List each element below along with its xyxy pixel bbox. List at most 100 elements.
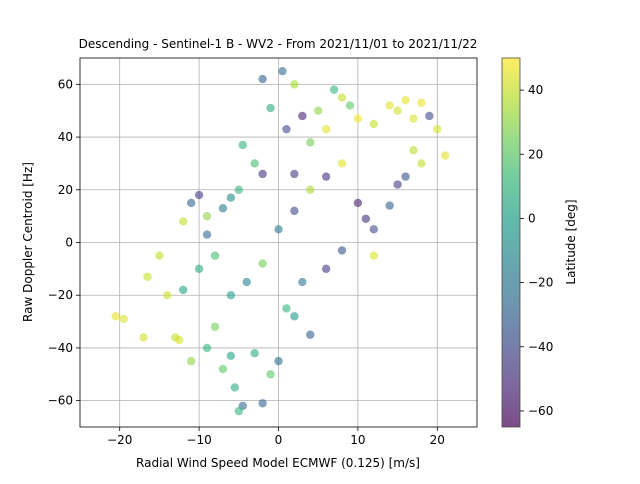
data-point <box>345 101 355 110</box>
data-point <box>321 124 331 134</box>
colorbar-label: Latitude [deg] <box>564 199 578 284</box>
data-point <box>155 251 164 260</box>
data-point <box>393 180 402 189</box>
y-tick-label: 40 <box>58 130 73 144</box>
y-tick-label: −40 <box>48 341 73 355</box>
data-point <box>202 230 212 239</box>
data-point <box>337 159 347 168</box>
data-point <box>401 95 410 105</box>
data-point <box>329 85 339 94</box>
data-point <box>250 349 259 358</box>
data-point <box>274 356 283 366</box>
x-tick-label: 20 <box>430 433 445 447</box>
data-point <box>258 399 267 408</box>
data-point <box>238 140 247 150</box>
data-point <box>441 151 450 160</box>
data-point <box>306 138 315 147</box>
data-point <box>258 169 267 179</box>
data-point <box>369 119 378 129</box>
data-point <box>210 251 220 260</box>
colorbar-ticks: −60 −40 −20 0 20 40 <box>520 83 553 418</box>
data-point <box>282 124 291 134</box>
data-points <box>111 66 450 416</box>
y-tick-label: 0 <box>65 236 73 250</box>
data-point <box>274 225 283 234</box>
data-point <box>258 74 267 84</box>
data-point <box>218 204 228 213</box>
data-point <box>179 217 188 226</box>
x-tick-label: 10 <box>350 433 365 447</box>
data-point <box>119 314 128 324</box>
data-point <box>385 101 394 110</box>
data-point <box>290 312 299 321</box>
data-point <box>234 185 243 194</box>
data-point <box>353 198 363 208</box>
data-point <box>433 124 442 134</box>
data-point <box>401 172 410 181</box>
x-tick-label: −20 <box>107 433 132 447</box>
data-point <box>111 312 120 321</box>
data-point <box>361 214 371 223</box>
y-tick-label: 20 <box>58 183 73 197</box>
data-point <box>234 406 243 416</box>
data-point <box>258 259 267 268</box>
y-axis-ticks: −60 −40 −20 0 20 40 60 <box>48 77 80 408</box>
data-point <box>290 169 299 179</box>
data-point <box>385 201 394 210</box>
y-tick-label: −20 <box>48 288 73 302</box>
colorbar-tick-label: 20 <box>528 147 543 161</box>
data-point <box>278 66 287 76</box>
data-point <box>226 291 236 300</box>
chart-title: Descending - Sentinel-1 B - WV2 - From 2… <box>79 37 478 51</box>
data-point <box>369 225 378 234</box>
data-point <box>218 364 228 374</box>
data-point <box>337 93 347 102</box>
data-point <box>210 322 220 332</box>
data-point <box>393 106 402 115</box>
data-point <box>163 291 172 300</box>
data-point <box>337 246 347 255</box>
data-point <box>175 335 184 345</box>
colorbar-tick-label: −20 <box>528 276 553 290</box>
data-point <box>417 159 426 168</box>
data-point <box>226 351 236 361</box>
x-tick-label: −10 <box>186 433 211 447</box>
data-point <box>290 80 299 89</box>
x-axis-label: Radial Wind Speed Model ECMWF (0.125) [m… <box>136 456 420 470</box>
data-point <box>179 285 188 295</box>
data-point <box>194 190 204 200</box>
data-point <box>226 193 236 202</box>
data-point <box>353 114 363 123</box>
data-point <box>314 106 323 115</box>
data-point <box>306 330 315 339</box>
colorbar-tick-label: −60 <box>528 404 553 418</box>
x-axis-ticks: −20 −10 0 10 20 <box>107 427 445 447</box>
data-point <box>230 383 240 392</box>
data-point <box>298 277 307 287</box>
data-point <box>409 114 418 123</box>
data-point <box>417 98 426 108</box>
data-point <box>143 272 152 281</box>
y-tick-label: −60 <box>48 394 73 408</box>
data-point <box>321 264 331 274</box>
data-point <box>242 277 251 287</box>
colorbar <box>501 57 521 428</box>
colorbar-tick-label: −40 <box>528 340 553 354</box>
data-point <box>186 198 196 208</box>
data-point <box>409 146 418 155</box>
data-point <box>194 264 204 274</box>
data-point <box>266 370 275 379</box>
colorbar-tick-label: 40 <box>528 83 543 97</box>
x-tick-label: 0 <box>275 433 283 447</box>
grid-lines <box>80 58 477 427</box>
data-point <box>290 206 299 216</box>
y-axis-label: Raw Doppler Centroid [Hz] <box>21 162 35 322</box>
data-point <box>306 185 315 194</box>
data-point <box>202 343 212 353</box>
data-point <box>186 356 196 366</box>
data-point <box>321 172 331 181</box>
data-point <box>202 211 212 221</box>
data-point <box>369 251 378 260</box>
data-point <box>266 103 275 113</box>
